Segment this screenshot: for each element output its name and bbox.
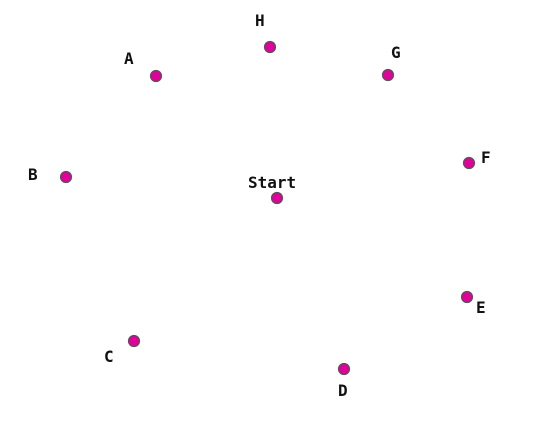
point-e: E	[460, 290, 486, 317]
point-c: C	[104, 334, 141, 366]
point-d: D	[337, 362, 351, 400]
point-c-dot	[127, 334, 141, 348]
point-g-dot	[381, 68, 395, 82]
point-h: H	[255, 11, 277, 54]
point-a-label: A	[124, 49, 134, 68]
point-h-dot	[263, 40, 277, 54]
point-f: F	[462, 148, 491, 170]
point-start-label: Start	[248, 173, 296, 192]
point-a-dot	[149, 69, 163, 83]
point-g: G	[381, 43, 401, 82]
point-e-dot	[460, 290, 474, 304]
point-d-dot	[337, 362, 351, 376]
point-start: Start	[248, 173, 296, 205]
point-a: A	[124, 49, 163, 83]
point-g-label: G	[391, 43, 401, 62]
point-e-label: E	[476, 298, 486, 317]
point-d-label: D	[338, 381, 348, 400]
point-b: B	[28, 165, 73, 184]
point-b-dot	[59, 170, 73, 184]
point-c-label: C	[104, 347, 114, 366]
point-f-dot	[462, 156, 476, 170]
point-b-label: B	[28, 165, 38, 184]
point-h-label: H	[255, 11, 265, 30]
point-start-dot	[270, 191, 284, 205]
point-f-label: F	[481, 148, 491, 167]
